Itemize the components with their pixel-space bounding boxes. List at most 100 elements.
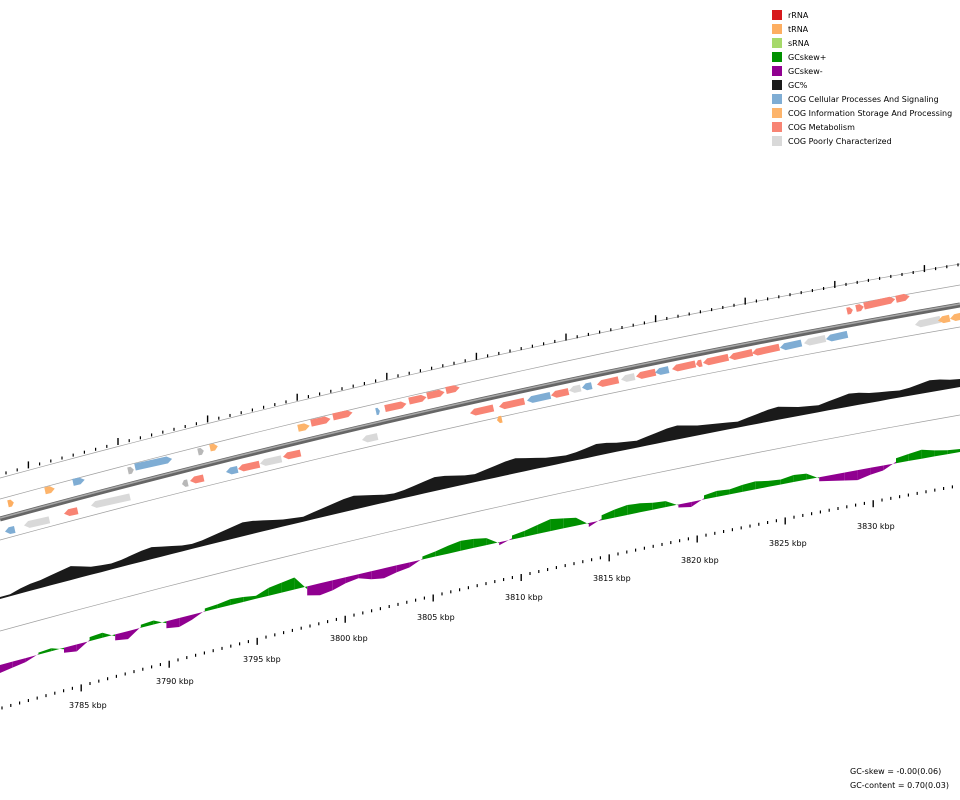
legend-item: COG Information Storage And Processing <box>772 106 952 120</box>
gene-arrow <box>190 474 205 484</box>
legend-item: GCskew- <box>772 64 952 78</box>
skew-positive <box>448 540 461 554</box>
backbone-line <box>0 302 960 522</box>
gene-arrow <box>499 397 526 410</box>
gene-arrow <box>470 404 495 416</box>
skew-positive <box>51 647 64 652</box>
gene-arrow <box>527 391 552 403</box>
skew-positive <box>281 577 295 593</box>
skew-positive <box>473 538 487 548</box>
skew-positive <box>38 648 52 655</box>
legend-swatch <box>772 122 782 132</box>
legend: rRNA tRNA sRNA GCskew+ GCskew- GC% COG Cellula… <box>772 8 952 148</box>
gene-arrow <box>551 388 570 398</box>
gene-arrow <box>134 456 173 471</box>
skew-negative <box>396 562 410 573</box>
track-line <box>0 414 960 632</box>
outer-tick-ring <box>5 263 959 475</box>
gene-arrow <box>863 296 896 310</box>
skew-negative <box>12 658 26 668</box>
skew-positive <box>550 518 564 532</box>
gene-arrow <box>729 349 754 361</box>
track-line <box>0 284 960 500</box>
skew-positive <box>601 509 615 521</box>
legend-label: COG Cellular Processes And Signaling <box>788 94 939 104</box>
skew-positive <box>563 517 576 529</box>
gc-band <box>0 379 960 599</box>
scale-label: 3815 kbp <box>593 574 631 583</box>
skew-positive <box>627 503 640 515</box>
skew-positive <box>806 473 820 480</box>
scale-label: 3805 kbp <box>417 613 455 622</box>
skew-positive <box>153 620 167 625</box>
skew-negative <box>588 518 602 527</box>
skew-negative <box>883 461 896 471</box>
legend-item: sRNA <box>772 36 952 50</box>
gene-arrow <box>950 312 960 322</box>
gc-skew-stat: GC-skew = -0.00(0.06) <box>850 767 942 776</box>
scale-label: 3790 kbp <box>156 677 194 686</box>
skew-positive <box>793 473 807 482</box>
gene-arrow <box>182 479 189 487</box>
gene-arrow <box>362 433 379 443</box>
gene-arrow <box>915 315 942 328</box>
gene-arrow <box>597 376 620 387</box>
gene-arrow <box>621 373 636 382</box>
legend-item: tRNA <box>772 22 952 36</box>
legend-label: tRNA <box>788 24 809 34</box>
gene-arrow <box>569 384 582 393</box>
gene-arrow <box>497 415 503 424</box>
skew-positive <box>102 632 116 638</box>
skew-negative <box>832 472 845 481</box>
gc-content-stat: GC-content = 0.70(0.03) <box>850 781 949 790</box>
skew-negative <box>307 583 320 596</box>
legend-label: rRNA <box>788 10 809 20</box>
gene-arrow <box>655 366 670 375</box>
legend-label: GCskew+ <box>788 52 827 62</box>
skew-negative <box>115 631 128 641</box>
gene-arrow <box>826 330 849 342</box>
gene-arrow <box>855 304 864 312</box>
skew-positive <box>716 489 730 497</box>
track-line <box>0 263 960 479</box>
skew-negative <box>857 467 871 481</box>
skew-positive <box>742 481 756 492</box>
skew-positive <box>729 484 743 495</box>
legend-swatch <box>772 108 782 118</box>
gene-arrow <box>64 507 79 517</box>
legend-label: sRNA <box>788 38 810 48</box>
gene-arrow <box>226 465 239 475</box>
gene-arrow <box>582 382 593 391</box>
scale-label: 3795 kbp <box>243 655 281 664</box>
skew-positive <box>256 587 269 599</box>
gene-arrow <box>696 359 703 368</box>
skew-positive <box>780 475 794 485</box>
genome-backbone <box>0 302 960 522</box>
legend-item: GC% <box>772 78 952 92</box>
skew-negative <box>166 618 180 629</box>
legend-swatch <box>772 38 782 48</box>
legend-swatch <box>772 52 782 62</box>
gene-arrow <box>5 526 16 535</box>
skew-positive <box>512 530 525 540</box>
skew-positive <box>947 449 960 455</box>
gene-arrow <box>426 389 445 400</box>
gene-arrow <box>197 447 204 456</box>
gene-arrow <box>7 499 14 508</box>
skew-positive <box>908 449 922 461</box>
legend-swatch <box>772 66 782 76</box>
skew-negative <box>25 654 39 663</box>
gene-arrow <box>238 460 261 472</box>
gene-arrow <box>703 353 730 366</box>
scale-label: 3830 kbp <box>857 522 895 531</box>
legend-swatch <box>772 24 782 34</box>
skew-negative <box>128 626 141 640</box>
legend-item: COG Poorly Characterized <box>772 134 952 148</box>
skew-positive <box>268 582 282 596</box>
scale-label: 3820 kbp <box>681 556 719 565</box>
skew-positive <box>896 453 909 464</box>
legend-item: rRNA <box>772 8 952 22</box>
skew-negative <box>844 470 858 481</box>
skew-positive <box>921 449 935 459</box>
skew-positive <box>640 502 653 513</box>
